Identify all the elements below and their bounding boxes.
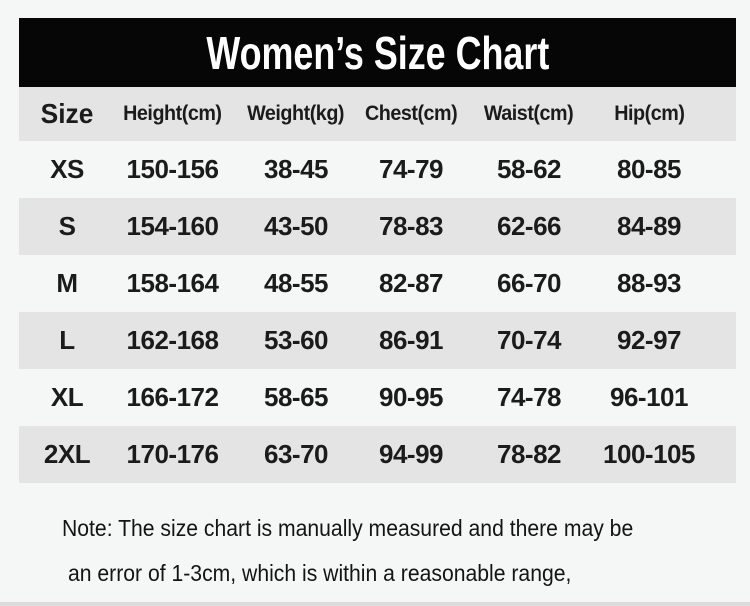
column-header-size: Size xyxy=(40,98,94,129)
height-cell: 162-168 xyxy=(126,325,219,355)
table-row-s: S 154-160 43-50 78-83 62-66 84-89 xyxy=(19,198,736,255)
size-cell: M xyxy=(56,268,78,298)
waist-cell: 58-62 xyxy=(497,154,562,184)
weight-cell: 43-50 xyxy=(264,211,329,241)
column-header-waist: Waist(cm) xyxy=(484,102,574,125)
table-row-m: M 158-164 48-55 82-87 66-70 88-93 xyxy=(19,255,736,312)
table-row-2xl: 2XL 170-176 63-70 94-99 78-82 100-105 xyxy=(19,426,736,483)
chest-cell: 78-83 xyxy=(379,211,444,241)
waist-cell: 74-78 xyxy=(497,382,562,412)
height-cell: 166-172 xyxy=(126,382,219,412)
height-cell: 170-176 xyxy=(126,439,219,469)
hip-cell: 80-85 xyxy=(617,154,682,184)
size-cell: XL xyxy=(50,382,84,412)
weight-cell: 58-65 xyxy=(264,382,329,412)
note-line-1: Note: The size chart is manually measure… xyxy=(62,515,634,541)
size-cell: S xyxy=(58,211,76,241)
hip-cell: 88-93 xyxy=(617,268,682,298)
weight-cell: 63-70 xyxy=(264,439,329,469)
waist-cell: 66-70 xyxy=(497,268,562,298)
table-row-l: L 162-168 53-60 86-91 70-74 92-97 xyxy=(19,312,736,369)
table-header-row: Size Height(cm) Weight(kg) Chest(cm) Wai… xyxy=(19,87,736,141)
chest-cell: 82-87 xyxy=(379,268,444,298)
chest-cell: 86-91 xyxy=(379,325,444,355)
table-row-xl: XL 166-172 58-65 90-95 74-78 96-101 xyxy=(19,369,736,426)
weight-cell: 48-55 xyxy=(264,268,329,298)
column-header-weight: Weight(kg) xyxy=(247,102,345,125)
title-banner: Women’s Size Chart xyxy=(19,18,736,87)
hip-cell: 92-97 xyxy=(617,325,682,355)
column-header-chest: Chest(cm) xyxy=(364,102,458,125)
column-header-height: Height(cm) xyxy=(123,102,222,125)
page-title: Women’s Size Chart xyxy=(206,26,549,79)
hip-cell: 96-101 xyxy=(610,382,688,412)
note-line-2: an error of 1-3cm, which is within a rea… xyxy=(68,560,572,586)
waist-cell: 78-82 xyxy=(497,439,562,469)
chest-cell: 94-99 xyxy=(379,439,444,469)
bottom-edge-strip xyxy=(0,602,750,606)
column-header-hip: Hip(cm) xyxy=(613,102,685,125)
size-cell: XS xyxy=(50,154,84,184)
height-cell: 154-160 xyxy=(126,211,219,241)
height-cell: 150-156 xyxy=(126,154,219,184)
hip-cell: 100-105 xyxy=(603,439,695,469)
hip-cell: 84-89 xyxy=(617,211,682,241)
chest-cell: 74-79 xyxy=(379,154,444,184)
table-row-xs: XS 150-156 38-45 74-79 58-62 80-85 xyxy=(19,141,736,198)
waist-cell: 70-74 xyxy=(497,325,562,355)
chest-cell: 90-95 xyxy=(379,382,444,412)
weight-cell: 38-45 xyxy=(264,154,329,184)
weight-cell: 53-60 xyxy=(264,325,329,355)
size-table: Size Height(cm) Weight(kg) Chest(cm) Wai… xyxy=(19,87,736,483)
size-cell: 2XL xyxy=(43,439,91,469)
measurement-note: Note: The size chart is manually measure… xyxy=(0,514,750,587)
size-cell: L xyxy=(59,325,75,355)
height-cell: 158-164 xyxy=(126,268,219,298)
waist-cell: 62-66 xyxy=(497,211,562,241)
